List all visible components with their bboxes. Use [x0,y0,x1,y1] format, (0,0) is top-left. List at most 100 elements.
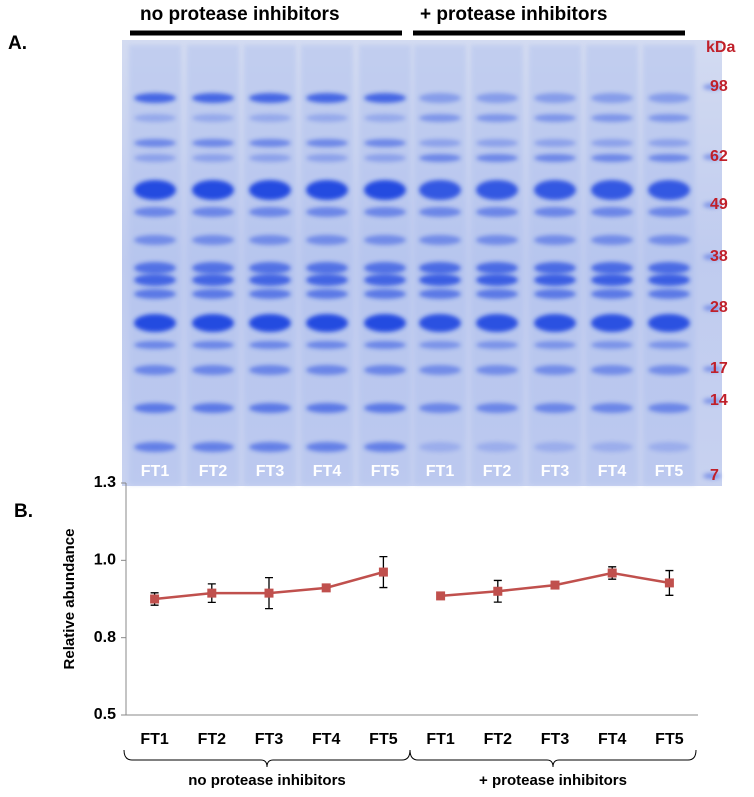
marker-label: 7 [710,467,719,484]
band [476,262,518,274]
band [134,403,176,413]
band [364,289,406,299]
band [364,403,406,413]
band [192,442,234,452]
band [476,341,518,349]
panel-label: B. [14,501,33,522]
marker-band [703,154,721,160]
band [591,114,633,122]
band [534,365,576,375]
band [192,289,234,299]
band [249,235,291,245]
band [648,262,690,274]
x-tick-label: FT2 [198,731,227,748]
band [364,274,406,286]
band [534,235,576,245]
band [591,180,633,200]
marker-band [703,254,721,260]
marker-label: 38 [710,248,728,265]
band [364,262,406,274]
point [378,567,388,577]
band [364,93,406,103]
band [192,207,234,217]
band [249,180,291,200]
band [648,139,690,147]
band [591,442,633,452]
lane-label: FT5 [655,463,684,480]
x-tick-label: FT2 [484,731,513,748]
band [306,154,348,162]
band [192,274,234,286]
band [648,341,690,349]
band [476,289,518,299]
band [591,154,633,162]
marker-label: 98 [710,78,728,95]
band [249,403,291,413]
band [476,442,518,452]
band [134,180,176,200]
marker-label: 28 [710,299,728,316]
band [134,314,176,332]
lane-label: FT5 [371,463,400,480]
band [419,114,461,122]
band [364,341,406,349]
band [476,154,518,162]
marker-label: 62 [710,148,728,165]
band [419,207,461,217]
band [134,289,176,299]
band [419,180,461,200]
band [476,114,518,122]
lane-label: FT2 [483,463,512,480]
band [476,139,518,147]
band [134,93,176,103]
band [249,341,291,349]
lane-label: FT2 [199,463,228,480]
band [306,314,348,332]
band [476,180,518,200]
x-tick-label: FT5 [369,731,398,748]
band [192,235,234,245]
band [306,93,348,103]
band [591,289,633,299]
marker-label: 49 [710,196,728,213]
band [419,262,461,274]
band [476,207,518,217]
band [249,442,291,452]
x-tick-label: FT1 [140,731,169,748]
band [192,180,234,200]
band [648,289,690,299]
band [534,154,576,162]
band [648,93,690,103]
x-tick-label: FT5 [655,731,684,748]
band [419,235,461,245]
y-tick-label: 0.5 [94,706,116,723]
band [591,235,633,245]
band [364,314,406,332]
x-tick-label: FT4 [312,731,341,748]
band [591,139,633,147]
band [306,180,348,200]
band [306,139,348,147]
point [321,583,331,593]
band [476,365,518,375]
band [249,262,291,274]
point [493,586,503,596]
band [306,403,348,413]
band [534,274,576,286]
band [192,139,234,147]
band [306,235,348,245]
band [476,93,518,103]
band [249,289,291,299]
band [134,365,176,375]
band [249,93,291,103]
marker-label: 17 [710,360,728,377]
band [419,154,461,162]
band [534,289,576,299]
band [419,365,461,375]
band [134,154,176,162]
band [648,207,690,217]
band [534,139,576,147]
band [648,154,690,162]
band [192,154,234,162]
